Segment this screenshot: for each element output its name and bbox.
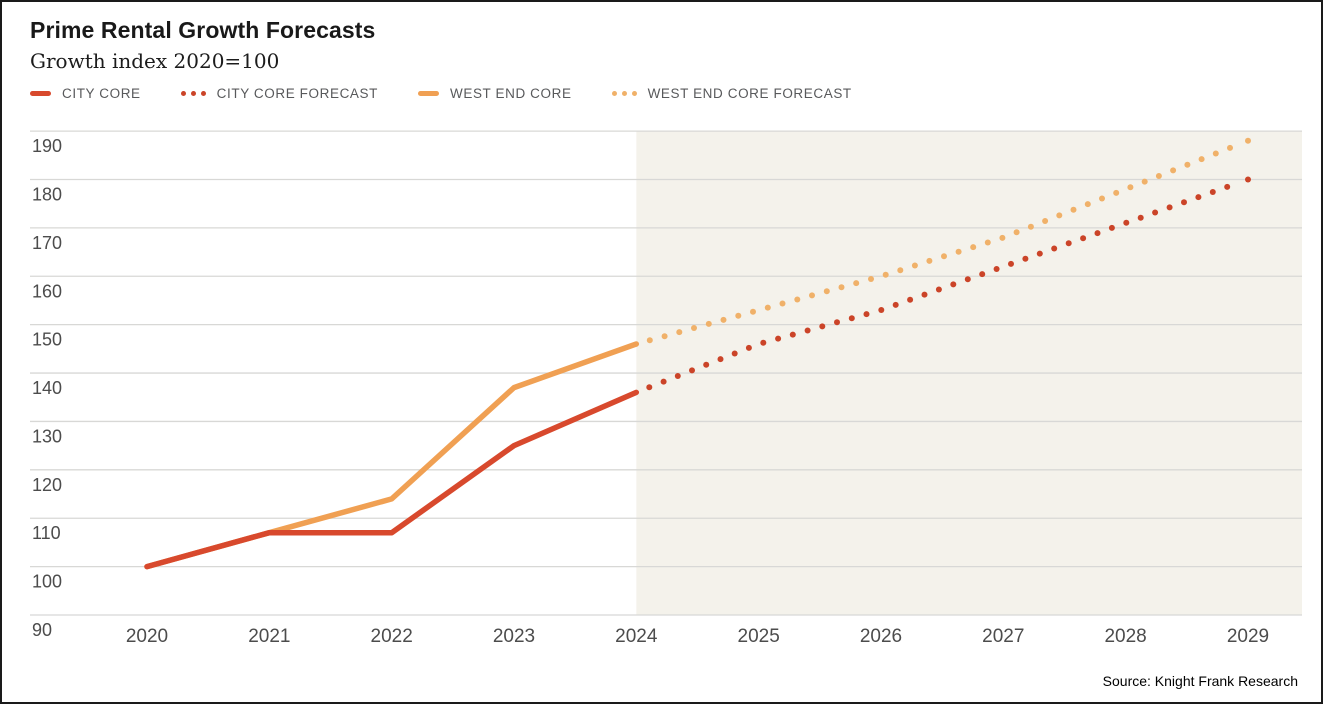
svg-text:2020: 2020 bbox=[126, 626, 168, 647]
legend-item-city-core-forecast: CITY CORE FORECAST bbox=[180, 86, 378, 101]
svg-text:2026: 2026 bbox=[860, 626, 902, 647]
svg-text:130: 130 bbox=[32, 426, 62, 446]
svg-text:140: 140 bbox=[32, 378, 62, 398]
legend-item-city-core: CITY CORE bbox=[30, 86, 141, 101]
line-swatch-icon bbox=[418, 91, 439, 96]
svg-text:2024: 2024 bbox=[615, 626, 658, 647]
svg-text:170: 170 bbox=[32, 233, 62, 253]
svg-text:2021: 2021 bbox=[248, 626, 290, 647]
chart-title: Prime Rental Growth Forecasts bbox=[30, 17, 376, 43]
svg-text:190: 190 bbox=[32, 136, 62, 156]
legend-item-west-end-core: WEST END CORE bbox=[418, 86, 572, 101]
legend-label: WEST END CORE FORECAST bbox=[647, 86, 852, 101]
svg-text:2022: 2022 bbox=[371, 626, 413, 647]
legend-label: WEST END CORE bbox=[450, 86, 572, 101]
svg-text:100: 100 bbox=[32, 572, 62, 592]
svg-text:2025: 2025 bbox=[738, 626, 780, 647]
chart-subtitle: Growth index 2020=100 bbox=[30, 48, 280, 73]
svg-text:2027: 2027 bbox=[982, 626, 1024, 647]
svg-text:120: 120 bbox=[32, 475, 62, 495]
svg-text:150: 150 bbox=[32, 330, 62, 350]
source-note: Source: Knight Frank Research bbox=[1102, 673, 1298, 689]
line-swatch-icon bbox=[30, 91, 51, 96]
svg-text:2028: 2028 bbox=[1104, 626, 1146, 647]
chart-legend: CITY CORE CITY CORE FORECAST WEST END CO… bbox=[30, 86, 852, 101]
svg-text:110: 110 bbox=[32, 523, 61, 543]
svg-text:2029: 2029 bbox=[1227, 626, 1269, 647]
svg-text:90: 90 bbox=[32, 620, 52, 640]
dotted-swatch-icon bbox=[611, 91, 637, 96]
svg-text:160: 160 bbox=[32, 281, 62, 301]
chart-header: Prime Rental Growth Forecasts Growth ind… bbox=[30, 16, 375, 73]
legend-label: CITY CORE bbox=[62, 86, 141, 101]
legend-item-west-end-core-forecast: WEST END CORE FORECAST bbox=[611, 86, 852, 101]
svg-text:2023: 2023 bbox=[493, 626, 535, 647]
legend-label: CITY CORE FORECAST bbox=[216, 86, 378, 101]
dotted-swatch-icon bbox=[180, 91, 206, 96]
svg-text:180: 180 bbox=[32, 184, 62, 204]
